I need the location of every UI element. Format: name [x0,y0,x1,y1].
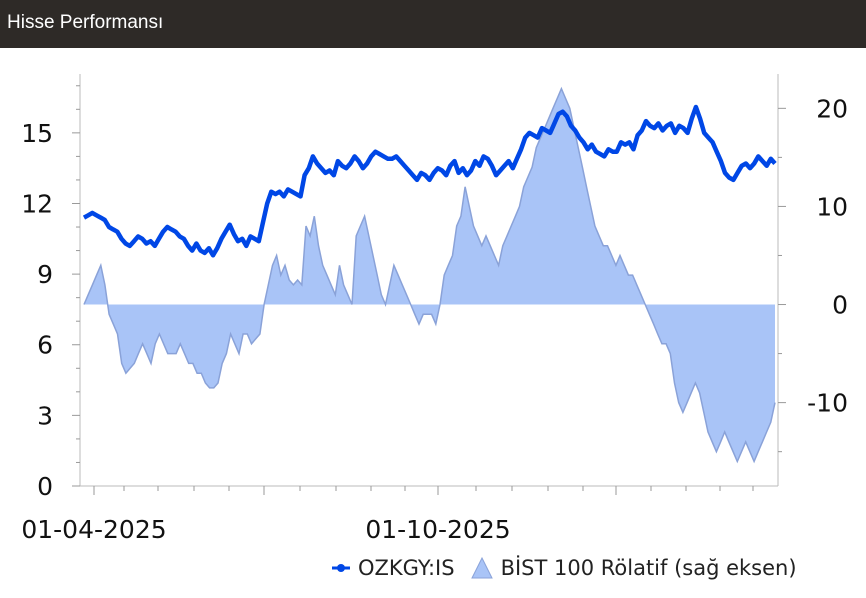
x-tick-label: 01-04-2025 [21,515,166,544]
widget-header: Hisse Performansı [0,0,866,48]
legend-item-relative[interactable]: BİST 100 Rölatif (sağ eksen) [470,556,797,580]
relative-area-outline [83,86,776,464]
left-tick-label: 9 [37,260,53,289]
performance-chart: 0 3 6 9 12 15 -10 0 10 20 01-04-2025 01-10-2025 [21,74,848,544]
left-tick-label: 0 [37,472,53,501]
right-tick-label: 20 [816,94,848,123]
right-tick-label: 10 [816,192,848,221]
stock-price-line [82,104,777,258]
right-tick-label: 0 [832,291,848,320]
x-tick-label: 01-10-2025 [365,515,510,544]
line-marker-icon [332,564,350,572]
legend-item-stock[interactable]: OZKGY:IS [332,556,455,580]
relative-area [84,88,775,462]
widget-title: Hisse Performansı [7,12,164,33]
area-marker-icon [470,557,493,579]
left-tick-label: 3 [37,401,53,430]
legend-label-stock: OZKGY:IS [358,556,455,580]
chart-legend: OZKGY:IS BİST 100 Rölatif (sağ eksen) [332,554,813,582]
legend-label-relative: BİST 100 Rölatif (sağ eksen) [500,556,797,580]
left-tick-label: 15 [21,119,53,148]
left-tick-label: 6 [37,331,53,360]
right-tick-label: -10 [807,389,848,418]
left-tick-label: 12 [21,189,53,218]
